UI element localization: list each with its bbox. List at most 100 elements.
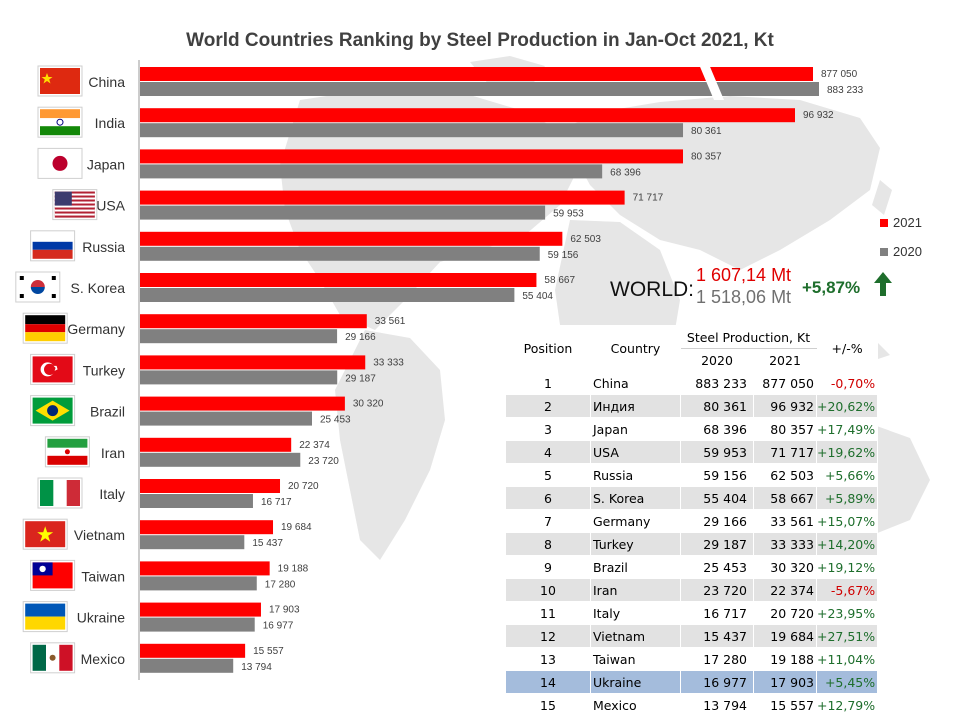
bar-2020: [140, 288, 515, 302]
legend-entry-2020: 2020: [880, 237, 922, 266]
header-2020: 2020: [680, 348, 754, 372]
bar-label-2020: 25 453: [320, 415, 351, 426]
bar-2021: [140, 273, 537, 287]
bar-label-2020: 80 361: [691, 126, 722, 137]
category-label: Russia: [82, 239, 125, 255]
world-value-2021: 1 607,14 Mt: [696, 265, 792, 285]
row-value-2020: 68 396: [680, 417, 754, 441]
row-change: +19,62%: [815, 440, 879, 464]
row-value-2021: 33 561: [753, 509, 817, 533]
table-row: 12 Vietnam 15 437 19 684 +27,51%: [505, 624, 879, 648]
row-change: +5,89%: [815, 486, 879, 510]
bar-2020: [140, 494, 253, 508]
vietnam-flag-icon: [22, 518, 68, 550]
bar-2020: [140, 535, 245, 550]
bar-2020: [140, 123, 684, 138]
table-row: 14 Ukraine 16 977 17 903 +5,45%: [505, 670, 879, 694]
row-position: 10: [505, 578, 591, 602]
row-change: +14,20%: [815, 532, 879, 556]
bar-group-vietnam: 19 684 15 437 Vietnam: [22, 518, 312, 550]
row-value-2021: 22 374: [753, 578, 817, 602]
row-country: Italy: [590, 601, 681, 625]
row-value-2021: 58 667: [753, 486, 817, 510]
row-change: -5,67%: [815, 578, 879, 602]
row-country: Mexico: [590, 693, 681, 717]
header-position: Position: [505, 325, 591, 372]
category-label: S. Korea: [71, 280, 126, 296]
row-change: +20,62%: [815, 394, 879, 418]
bar-2020: [140, 617, 255, 632]
bar-2021: [140, 190, 625, 205]
bar-group-russia: 62 503 59 156 Russia: [30, 230, 601, 262]
row-position: 15: [505, 693, 591, 717]
bar-2020: [140, 370, 338, 385]
row-country: S. Korea: [590, 486, 681, 510]
category-label: Japan: [87, 156, 125, 172]
bar-label-2020: 55 404: [522, 291, 553, 302]
bar-label-2020: 29 187: [345, 373, 376, 384]
ranking-table: Position Country Steel Production, Kt +/…: [505, 325, 879, 717]
row-country: Taiwan: [590, 647, 681, 671]
legend-entry-2021: 2021: [880, 208, 922, 237]
row-value-2020: 17 280: [680, 647, 754, 671]
table-row: 11 Italy 16 717 20 720 +23,95%: [505, 601, 879, 625]
row-country: Russia: [590, 463, 681, 487]
map-landmass: [872, 180, 892, 215]
world-label: WORLD:: [610, 278, 694, 301]
row-position: 9: [505, 555, 591, 579]
bar-2020: [140, 205, 546, 220]
row-change: +17,49%: [815, 417, 879, 441]
bar-label-2021: 19 188: [278, 563, 309, 574]
table-row: 1 China 883 233 877 050 -0,70%: [505, 371, 879, 395]
bar-2020: [140, 329, 338, 344]
row-value-2021: 20 720: [753, 601, 817, 625]
bar-group-italy: 20 720 16 717 Italy: [37, 477, 319, 509]
row-country: Turkey: [590, 532, 681, 556]
bar-group-japan: 80 357 68 396 Japan: [37, 147, 722, 179]
bar-label-2021: 96 932: [803, 110, 834, 121]
header-change: +/-%: [815, 325, 879, 372]
map-landmass: [560, 96, 880, 270]
row-change: +19,12%: [815, 555, 879, 579]
bar-label-2020: 16 717: [261, 497, 292, 508]
legend-swatch-2021: [880, 218, 888, 227]
row-country: Brazil: [590, 555, 681, 579]
bar-label-2020: 68 396: [610, 167, 641, 178]
category-label: China: [88, 74, 125, 90]
row-country: China: [590, 371, 681, 395]
category-label: Mexico: [81, 651, 126, 667]
row-position: 11: [505, 601, 591, 625]
row-country: Germany: [590, 509, 681, 533]
row-value-2021: 30 320: [753, 555, 817, 579]
bar-label-2021: 33 333: [373, 357, 404, 368]
bar-label-2020: 17 280: [265, 579, 296, 590]
row-value-2021: 15 557: [753, 693, 817, 717]
row-change: +5,45%: [815, 670, 879, 694]
table-row: 9 Brazil 25 453 30 320 +19,12%: [505, 555, 879, 579]
table-row: 7 Germany 29 166 33 561 +15,07%: [505, 509, 879, 533]
category-label: Taiwan: [81, 568, 125, 584]
row-value-2020: 16 717: [680, 601, 754, 625]
up-arrow-icon: [874, 272, 892, 296]
table-row: 13 Taiwan 17 280 19 188 +11,04%: [505, 647, 879, 671]
bar-2021: [140, 396, 345, 411]
bar-group-usa: 71 717 59 953 USA: [52, 189, 664, 221]
category-label: Brazil: [90, 404, 125, 420]
row-position: 8: [505, 532, 591, 556]
bar-2021: [140, 479, 281, 493]
bar-label-2020: 29 166: [345, 332, 376, 343]
row-country: Индия: [590, 394, 681, 418]
bar-group-turkey: 33 333 29 187 Turkey: [30, 353, 404, 385]
turkey-flag-icon: [30, 353, 76, 385]
bar-group-ukraine: 17 903 16 977 Ukraine: [22, 601, 300, 633]
row-value-2021: 71 717: [753, 440, 817, 464]
row-position: 5: [505, 463, 591, 487]
header-country: Country: [590, 325, 681, 372]
row-change: +23,95%: [815, 601, 879, 625]
bar-label-2021: 30 320: [353, 399, 384, 410]
row-position: 13: [505, 647, 591, 671]
row-change: +15,07%: [815, 509, 879, 533]
row-value-2021: 877 050: [753, 371, 817, 395]
row-country: Japan: [590, 417, 681, 441]
